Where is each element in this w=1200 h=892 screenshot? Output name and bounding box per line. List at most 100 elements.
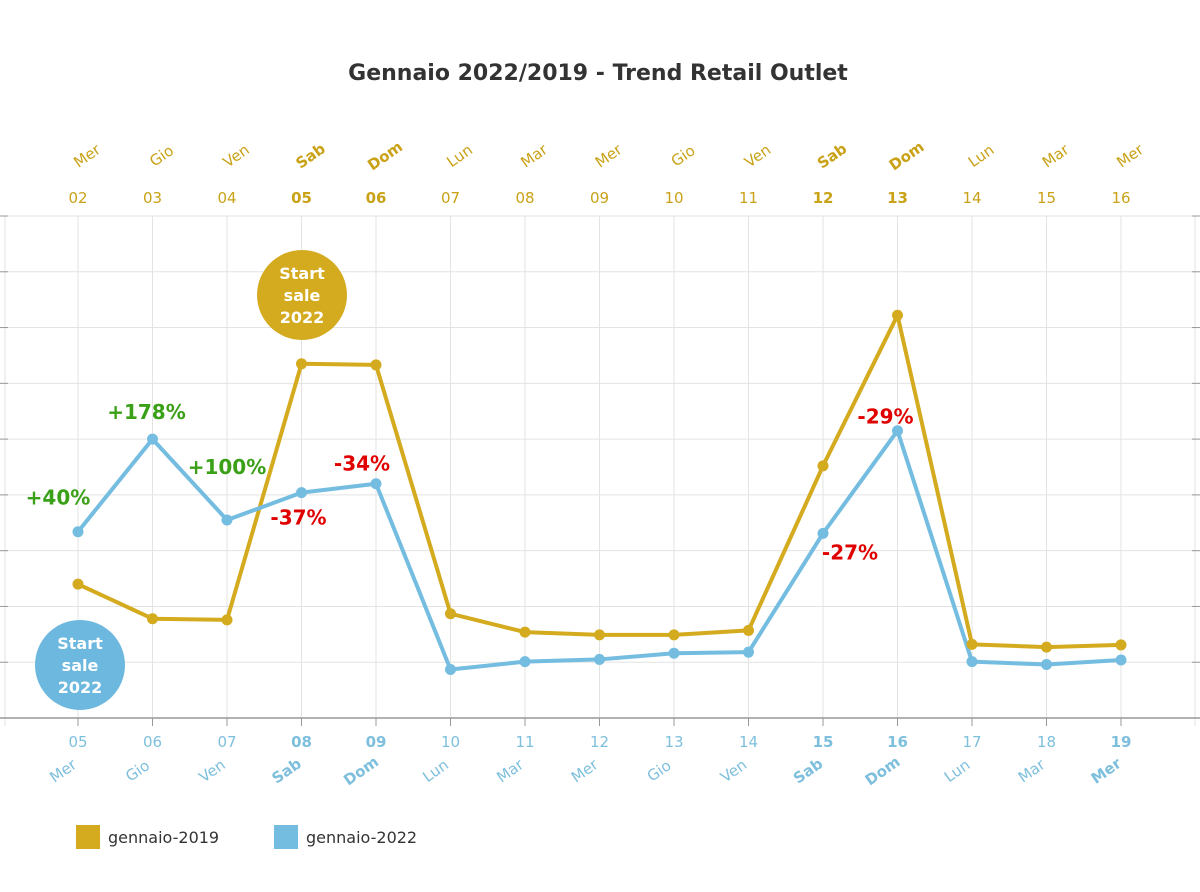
bottom-axis-day-label: 09: [366, 733, 387, 751]
bottom-axis-day-label: 16: [887, 733, 908, 751]
data-point-gennaio-2022: [743, 646, 754, 658]
bottom-axis-weekday-label: Mer: [568, 755, 602, 786]
bottom-axis-day-label: 17: [962, 733, 981, 751]
top-axis-weekday-label: Mar: [517, 140, 551, 171]
annotation-label: -37%: [270, 506, 326, 530]
bottom-axis-day-label: 05: [68, 733, 87, 751]
data-point-gennaio-2022: [519, 656, 531, 668]
start-sale-bubble: [35, 620, 125, 710]
bottom-axis-weekday-label: Dom: [340, 753, 382, 790]
bottom-axis-weekday-label: Dom: [862, 753, 904, 790]
top-axis-day-label: 07: [441, 189, 460, 207]
data-point-gennaio-2019: [445, 608, 456, 620]
data-point-gennaio-2022: [966, 656, 978, 668]
grid: [0, 215, 1200, 726]
chart-title: Gennaio 2022/2019 - Trend Retail Outlet: [348, 61, 848, 86]
data-point-gennaio-2022: [1041, 658, 1052, 670]
bottom-axis-day-label: 08: [291, 733, 312, 751]
bottom-axis-day-label: 10: [441, 733, 460, 751]
start-sale-bubble: [257, 250, 347, 340]
bottom-axis-day-label: 14: [739, 733, 758, 751]
bottom-axis-weekday-label: Gio: [644, 756, 675, 785]
legend: gennaio-2019 gennaio-2022: [76, 825, 417, 849]
bottom-axis-day-label: 12: [590, 733, 609, 751]
start-sale-bubble-text: sale: [62, 656, 99, 675]
data-point-gennaio-2022: [892, 425, 903, 437]
data-point-gennaio-2019: [221, 614, 233, 626]
bottom-axis-weekday-label: Mar: [493, 755, 527, 786]
annotation-label: +40%: [26, 486, 91, 510]
bottom-axis-day-label: 19: [1111, 733, 1132, 751]
data-point-gennaio-2019: [668, 629, 680, 641]
bottom-axis-day-label: 06: [143, 733, 162, 751]
top-axis: 02 Mer 03 Gio 04 Ven 05 Sab 06 Dom 07 Lun 08 Mar 09 Mer…: [68, 138, 1147, 207]
start-sale-bubble-text: Start: [279, 264, 325, 283]
bottom-axis-day-label: 18: [1037, 733, 1056, 751]
bottom-axis-weekday-label: Lun: [419, 756, 452, 786]
top-axis-day-label: 02: [68, 189, 87, 207]
top-axis-day-label: 12: [813, 189, 834, 207]
top-axis-weekday-label: Sab: [292, 139, 328, 172]
bottom-axis-weekday-label: Mer: [46, 755, 80, 786]
bottom-axis: 05 Mer 06 Gio 07 Ven 08 Sab 09 Dom 10 Lun 11 Mar 12 Mer…: [46, 733, 1131, 789]
data-point-gennaio-2022: [445, 663, 456, 675]
data-point-gennaio-2019: [1115, 639, 1127, 651]
top-axis-day-label: 16: [1111, 189, 1130, 207]
data-point-gennaio-2022: [221, 514, 233, 526]
top-axis-day-label: 13: [887, 189, 908, 207]
annotation-label: +100%: [188, 455, 267, 479]
top-axis-day-label: 10: [664, 189, 683, 207]
bottom-axis-weekday-label: Mer: [1088, 754, 1125, 788]
bottom-axis-weekday-label: Gio: [122, 756, 153, 785]
bottom-axis-weekday-label: Mar: [1015, 755, 1049, 786]
top-axis-weekday-label: Sab: [814, 139, 850, 172]
data-point-gennaio-2019: [594, 629, 605, 641]
top-axis-weekday-label: Ven: [220, 141, 253, 172]
bottom-axis-day-label: 07: [217, 733, 236, 751]
data-point-gennaio-2019: [892, 309, 903, 321]
annotation-label: -27%: [822, 540, 878, 564]
top-axis-weekday-label: Dom: [886, 138, 928, 175]
data-point-gennaio-2019: [147, 613, 158, 625]
series-points: [72, 309, 1127, 675]
top-axis-day-label: 11: [739, 189, 758, 207]
legend-label: gennaio-2022: [306, 828, 417, 847]
start-sale-bubble-text: 2022: [280, 308, 325, 327]
data-point-gennaio-2019: [296, 358, 307, 370]
data-point-gennaio-2019: [1041, 641, 1052, 653]
data-point-gennaio-2019: [966, 638, 978, 650]
legend-swatch: [76, 825, 100, 849]
data-point-gennaio-2022: [817, 527, 829, 539]
bottom-axis-day-label: 13: [664, 733, 683, 751]
annotation-label: +178%: [107, 400, 186, 424]
bottom-axis-day-label: 11: [515, 733, 534, 751]
top-axis-day-label: 06: [366, 189, 387, 207]
data-point-gennaio-2019: [817, 460, 829, 472]
top-axis-day-label: 03: [143, 189, 162, 207]
top-axis-day-label: 08: [515, 189, 534, 207]
top-axis-weekday-label: Dom: [364, 138, 406, 175]
top-axis-day-label: 14: [962, 189, 981, 207]
data-point-gennaio-2022: [1115, 654, 1127, 666]
top-axis-weekday-label: Ven: [741, 141, 774, 172]
legend-swatch: [274, 825, 298, 849]
bottom-axis-weekday-label: Sab: [790, 754, 826, 787]
axes: [0, 215, 1200, 726]
top-axis-day-label: 05: [291, 189, 312, 207]
start-sale-bubble-text: sale: [284, 286, 321, 305]
top-axis-weekday-label: Lun: [965, 141, 998, 171]
start-sale-bubble-text: Start: [57, 634, 103, 653]
data-point-gennaio-2019: [72, 578, 84, 590]
data-point-gennaio-2022: [72, 526, 84, 538]
annotations: +40% +178% +100% -37% -34% -27% -29%: [26, 400, 914, 564]
top-axis-weekday-label: Mer: [592, 140, 626, 171]
top-axis-weekday-label: Mar: [1039, 140, 1073, 171]
data-point-gennaio-2019: [519, 626, 531, 638]
top-axis-weekday-label: Mer: [1113, 140, 1147, 171]
data-point-gennaio-2019: [743, 624, 754, 636]
annotation-label: -29%: [857, 405, 913, 429]
bottom-axis-weekday-label: Lun: [941, 756, 974, 786]
start-sale-bubbles: Start sale 2022 Start sale 2022: [35, 250, 347, 710]
legend-label: gennaio-2019: [108, 828, 219, 847]
